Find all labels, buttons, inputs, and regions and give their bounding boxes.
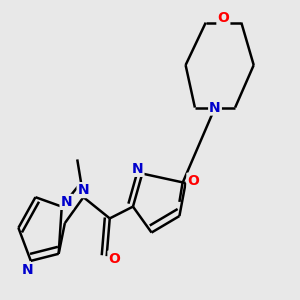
Text: N: N xyxy=(61,195,72,209)
Text: N: N xyxy=(209,100,221,115)
Text: N: N xyxy=(132,162,143,176)
Text: O: O xyxy=(109,251,120,266)
Text: N: N xyxy=(78,183,89,197)
Text: N: N xyxy=(22,263,34,277)
Text: O: O xyxy=(188,174,199,188)
Text: O: O xyxy=(218,11,229,25)
